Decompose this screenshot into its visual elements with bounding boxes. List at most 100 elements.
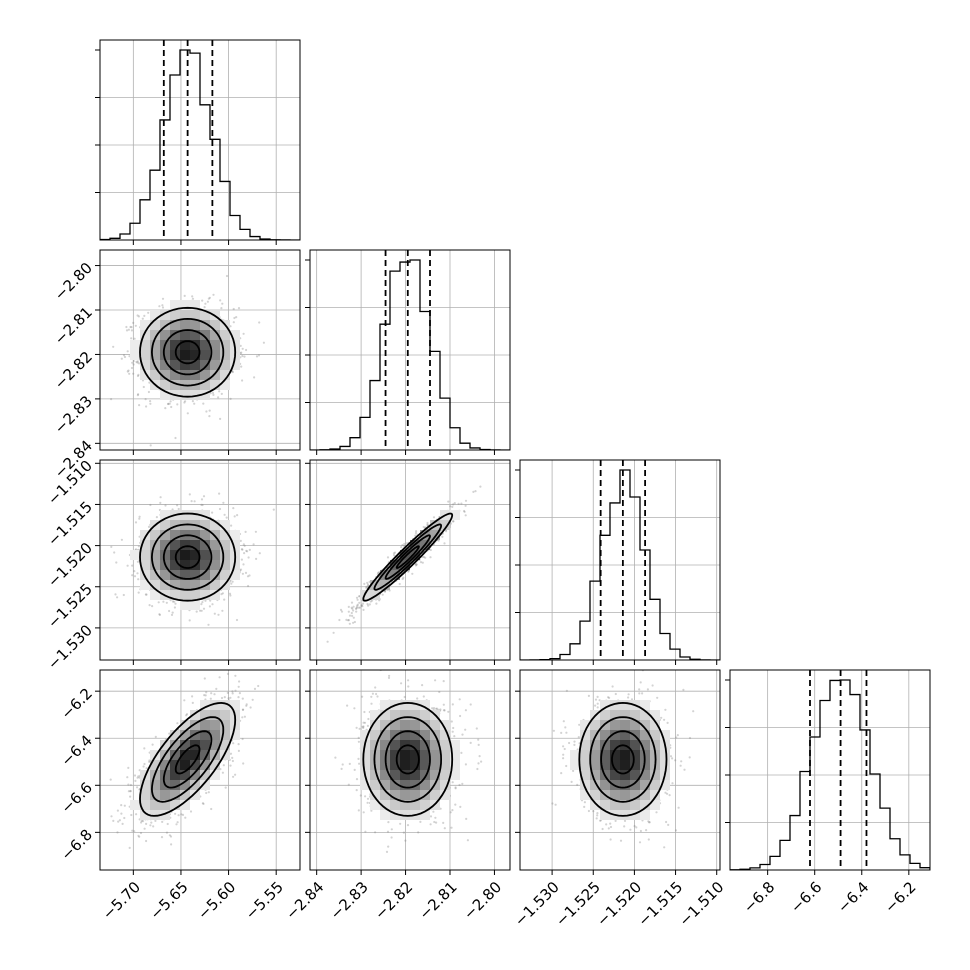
scatter-point (132, 363, 135, 366)
scatter-point (235, 316, 238, 319)
scatter-point (120, 357, 123, 360)
density-cell (190, 370, 200, 380)
density-cell (420, 530, 430, 540)
density-cell (190, 310, 200, 320)
scatter-point (130, 326, 133, 329)
scatter-point (245, 348, 248, 352)
scatter-point (351, 607, 354, 610)
scatter-point (218, 492, 221, 495)
scatter-point (147, 390, 150, 394)
scatter-point (258, 321, 261, 324)
density-cell (160, 310, 170, 320)
scatter-point (232, 307, 235, 311)
scatter-point (131, 574, 134, 577)
scatter-point (161, 306, 165, 309)
scatter-point (246, 575, 250, 578)
scatter-point (340, 610, 344, 613)
scatter-point (157, 601, 160, 604)
density-cell (170, 320, 180, 330)
density-cell (190, 580, 200, 590)
density-cell (220, 350, 230, 360)
scatter-point (213, 612, 216, 615)
density-cell (400, 550, 410, 560)
scatter-point (239, 352, 242, 355)
density-cell (210, 320, 220, 330)
density-cell (180, 310, 190, 320)
scatter-point (229, 594, 232, 597)
scatter-point (137, 393, 140, 396)
scatter-point (426, 521, 429, 525)
scatter-point (247, 556, 250, 559)
density-cell (190, 340, 200, 350)
contour-line (174, 340, 201, 365)
scatter-point (145, 593, 148, 596)
scatter-point (139, 831, 143, 835)
density-cell (430, 520, 440, 530)
scatter-point (142, 765, 145, 768)
scatter-point (132, 372, 135, 375)
y-tick-label: −2.81 (51, 303, 96, 348)
scatter-point (190, 500, 193, 503)
density-cell (160, 360, 170, 370)
scatter-point (348, 622, 351, 625)
scatter-point (243, 544, 246, 547)
scatter-point (211, 391, 215, 394)
density-cell (170, 370, 180, 380)
density-cell (190, 530, 200, 540)
scatter-point (115, 561, 118, 564)
density-cell (210, 360, 220, 370)
scatter-point (240, 548, 243, 551)
scatter-point (252, 543, 255, 546)
scatter-point (377, 571, 380, 575)
scatter-point (241, 354, 244, 358)
scatter-point (199, 609, 202, 612)
scatter-point (144, 398, 147, 401)
scatter-point (140, 821, 143, 824)
density-cell (170, 580, 180, 590)
scatter-point (167, 402, 170, 406)
scatter-point (415, 563, 418, 566)
scatter-point (231, 371, 234, 374)
scatter-point (165, 601, 168, 604)
scatter-point (132, 359, 135, 363)
scatter-point (207, 297, 210, 300)
panel-frame (99, 459, 301, 661)
scatter-point (165, 831, 169, 834)
density-cell (200, 340, 210, 350)
scatter-point (136, 360, 139, 363)
density-cell (170, 300, 180, 310)
panel-frame (309, 459, 511, 661)
scatter-point (123, 355, 127, 359)
y-tick-label: −1.520 (44, 539, 96, 591)
scatter-point (248, 548, 251, 552)
scatter-point (204, 302, 207, 305)
scatter-point (207, 623, 210, 626)
scatter-point (200, 498, 204, 501)
scatter-point (229, 764, 232, 767)
density-cell (140, 340, 150, 350)
scatter-point (365, 586, 368, 590)
scatter-point (235, 618, 239, 622)
scatter-point (136, 361, 139, 364)
density-cell (180, 350, 190, 360)
scatter-point (381, 593, 384, 596)
scatter-point (148, 604, 151, 607)
scatter-point (221, 592, 224, 595)
scatter-point (243, 355, 246, 358)
scatter-point (403, 544, 406, 548)
scatter-point (464, 514, 467, 517)
density-cell (180, 390, 190, 400)
scatter-point (253, 376, 256, 379)
scatter-point (126, 564, 129, 567)
scatter-point (463, 510, 466, 513)
scatter-point (232, 321, 235, 324)
scatter-point (347, 610, 350, 613)
density-cell (140, 320, 150, 330)
scatter-point (127, 369, 130, 372)
scatter-point (203, 694, 206, 697)
scatter-point (398, 582, 401, 586)
density-cell (200, 530, 210, 540)
density-cell (440, 520, 450, 530)
scatter-point (129, 325, 132, 329)
scatter-point (371, 599, 374, 602)
